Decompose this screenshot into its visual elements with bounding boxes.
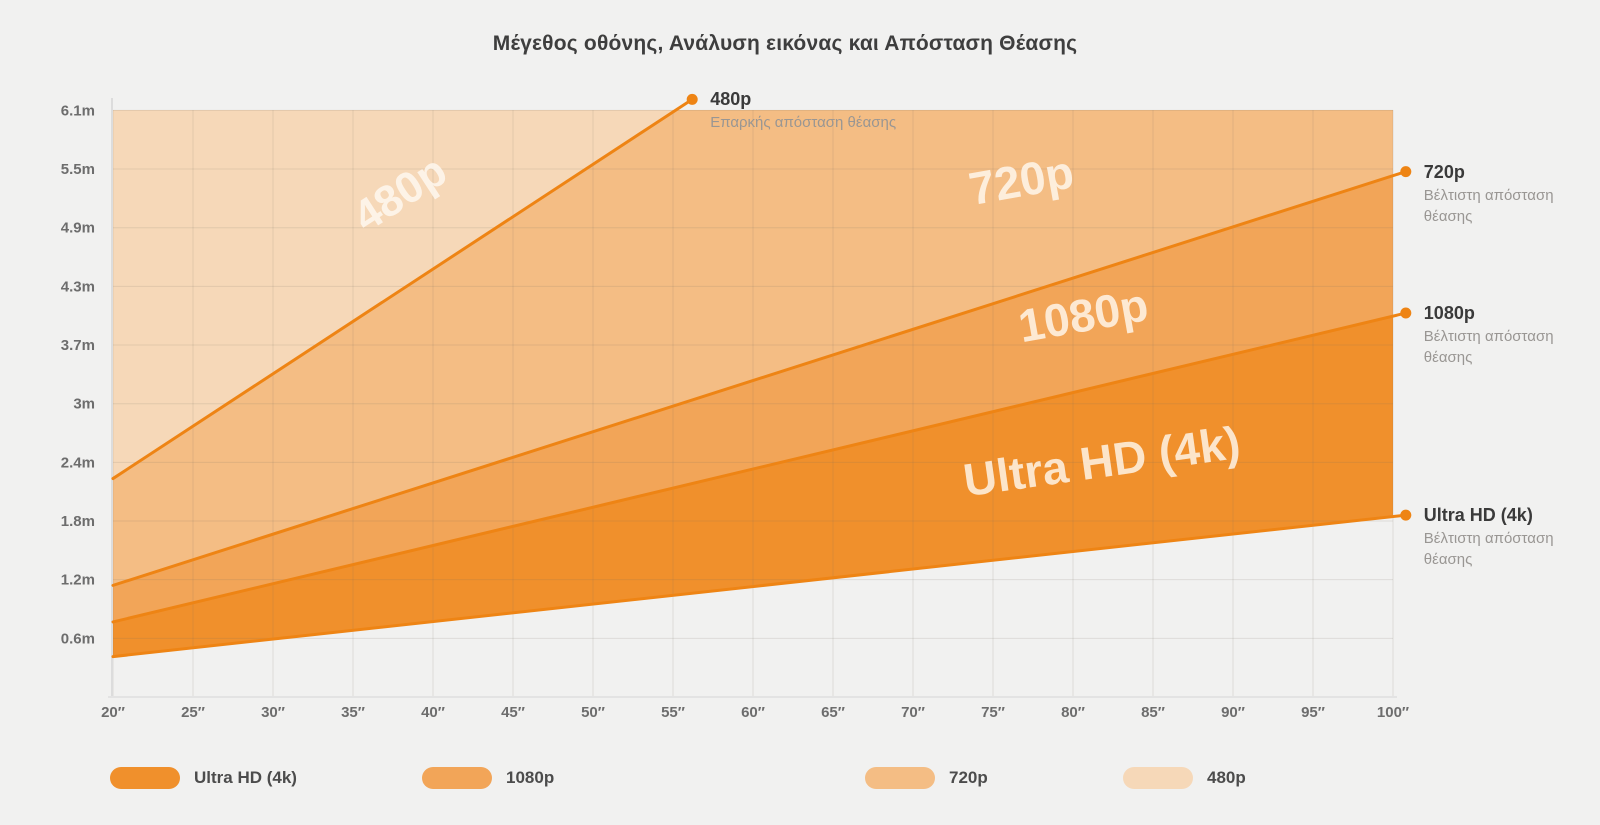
x-tick-label: 25″: [181, 704, 205, 721]
x-tick-label: 80″: [1061, 704, 1085, 721]
legend-swatch-480p: [1123, 767, 1193, 789]
x-tick-label: 95″: [1301, 704, 1325, 721]
x-tick-label: 65″: [821, 704, 845, 721]
annotation-1080p: 1080p Βέλτιστη απόσταση θέασης: [1424, 302, 1600, 368]
y-tick-label: 5.5m: [61, 161, 95, 178]
legend-label-720p: 720p: [949, 768, 988, 787]
x-tick-label: 75″: [981, 704, 1005, 721]
resolution-bands: [113, 110, 1393, 657]
x-tick-label: 90″: [1221, 704, 1245, 721]
band-480p: [113, 110, 1393, 479]
y-tick-label: 0.6m: [61, 630, 95, 647]
line-480p: [111, 97, 694, 481]
legend-swatch-uhd4k: [110, 767, 180, 789]
x-tick-label: 70″: [901, 704, 925, 721]
legend-swatch-720p: [865, 767, 935, 789]
annotation-uhd4k-title: Ultra HD (4k): [1423, 505, 1533, 526]
annotation-480p-subtitle: Επαρκής απόσταση θέασης: [710, 114, 897, 132]
band-720p: [113, 110, 1393, 586]
x-tick-label: 55″: [661, 704, 685, 721]
dot-480p: [686, 93, 698, 105]
annotation-1080p-subtitle: Βέλτιστη απόσταση θέασης: [1423, 328, 1554, 367]
x-tick-label: 35″: [341, 704, 365, 721]
legend-item-480p[interactable]: 480p: [1123, 766, 1246, 790]
x-tick-label: 30″: [261, 704, 285, 721]
line-1080p: [111, 311, 1408, 624]
legend-label-uhd4k: Ultra HD (4k): [194, 768, 297, 787]
x-tick-label: 45″: [501, 704, 525, 721]
legend-swatch-1080p: [422, 767, 492, 789]
legend-label-480p: 480p: [1207, 768, 1246, 787]
legend-item-uhd4k[interactable]: Ultra HD (4k): [110, 766, 297, 790]
y-tick-label: 1.8m: [61, 513, 95, 530]
annotation-1080p-title: 1080p: [1423, 303, 1475, 324]
x-tick-label: 85″: [1141, 704, 1165, 721]
band-1080p: [113, 175, 1393, 622]
band-uhd4k: [113, 316, 1393, 657]
annotation-720p: 720p Βέλτιστη απόσταση θέασης: [1424, 161, 1600, 227]
line-uhd4k: [111, 513, 1408, 659]
legend-item-1080p[interactable]: 1080p: [422, 766, 554, 790]
y-tick-label: 3m: [73, 396, 95, 413]
annotation-uhd4k-subtitle: Βέλτιστη απόσταση θέασης: [1423, 530, 1554, 569]
y-tick-label: 2.4m: [61, 454, 95, 471]
x-tick-label: 100″: [1377, 704, 1409, 721]
line-720p: [111, 170, 1408, 587]
x-tick-label: 60″: [741, 704, 765, 721]
annotation-uhd4k: Ultra HD (4k) Βέλτιστη απόσταση θέασης: [1424, 504, 1600, 570]
legend-label-1080p: 1080p: [506, 768, 555, 787]
y-tick-label: 6.1m: [61, 102, 95, 119]
legend-item-720p[interactable]: 720p: [865, 766, 988, 790]
y-tick-label: 4.3m: [61, 278, 95, 295]
y-tick-label: 3.7m: [61, 337, 95, 354]
annotation-720p-subtitle: Βέλτιστη απόσταση θέασης: [1423, 186, 1554, 225]
x-tick-label: 20″: [101, 704, 125, 721]
y-tick-label: 4.9m: [61, 220, 95, 237]
chart-title: Μέγεθος οθόνης, Ανάλυση εικόνας και Απόσ…: [492, 32, 1078, 55]
y-tick-label: 1.2m: [61, 572, 95, 589]
x-tick-label: 50″: [581, 704, 605, 721]
dot-uhd4k: [1400, 509, 1412, 521]
dot-720p: [1400, 166, 1412, 178]
annotation-480p: 480p Επαρκής απόσταση θέασης: [710, 88, 896, 133]
dot-1080p: [1400, 307, 1412, 319]
annotation-720p-title: 720p: [1423, 161, 1465, 182]
x-tick-label: 40″: [421, 704, 445, 721]
annotation-480p-title: 480p: [710, 89, 752, 110]
